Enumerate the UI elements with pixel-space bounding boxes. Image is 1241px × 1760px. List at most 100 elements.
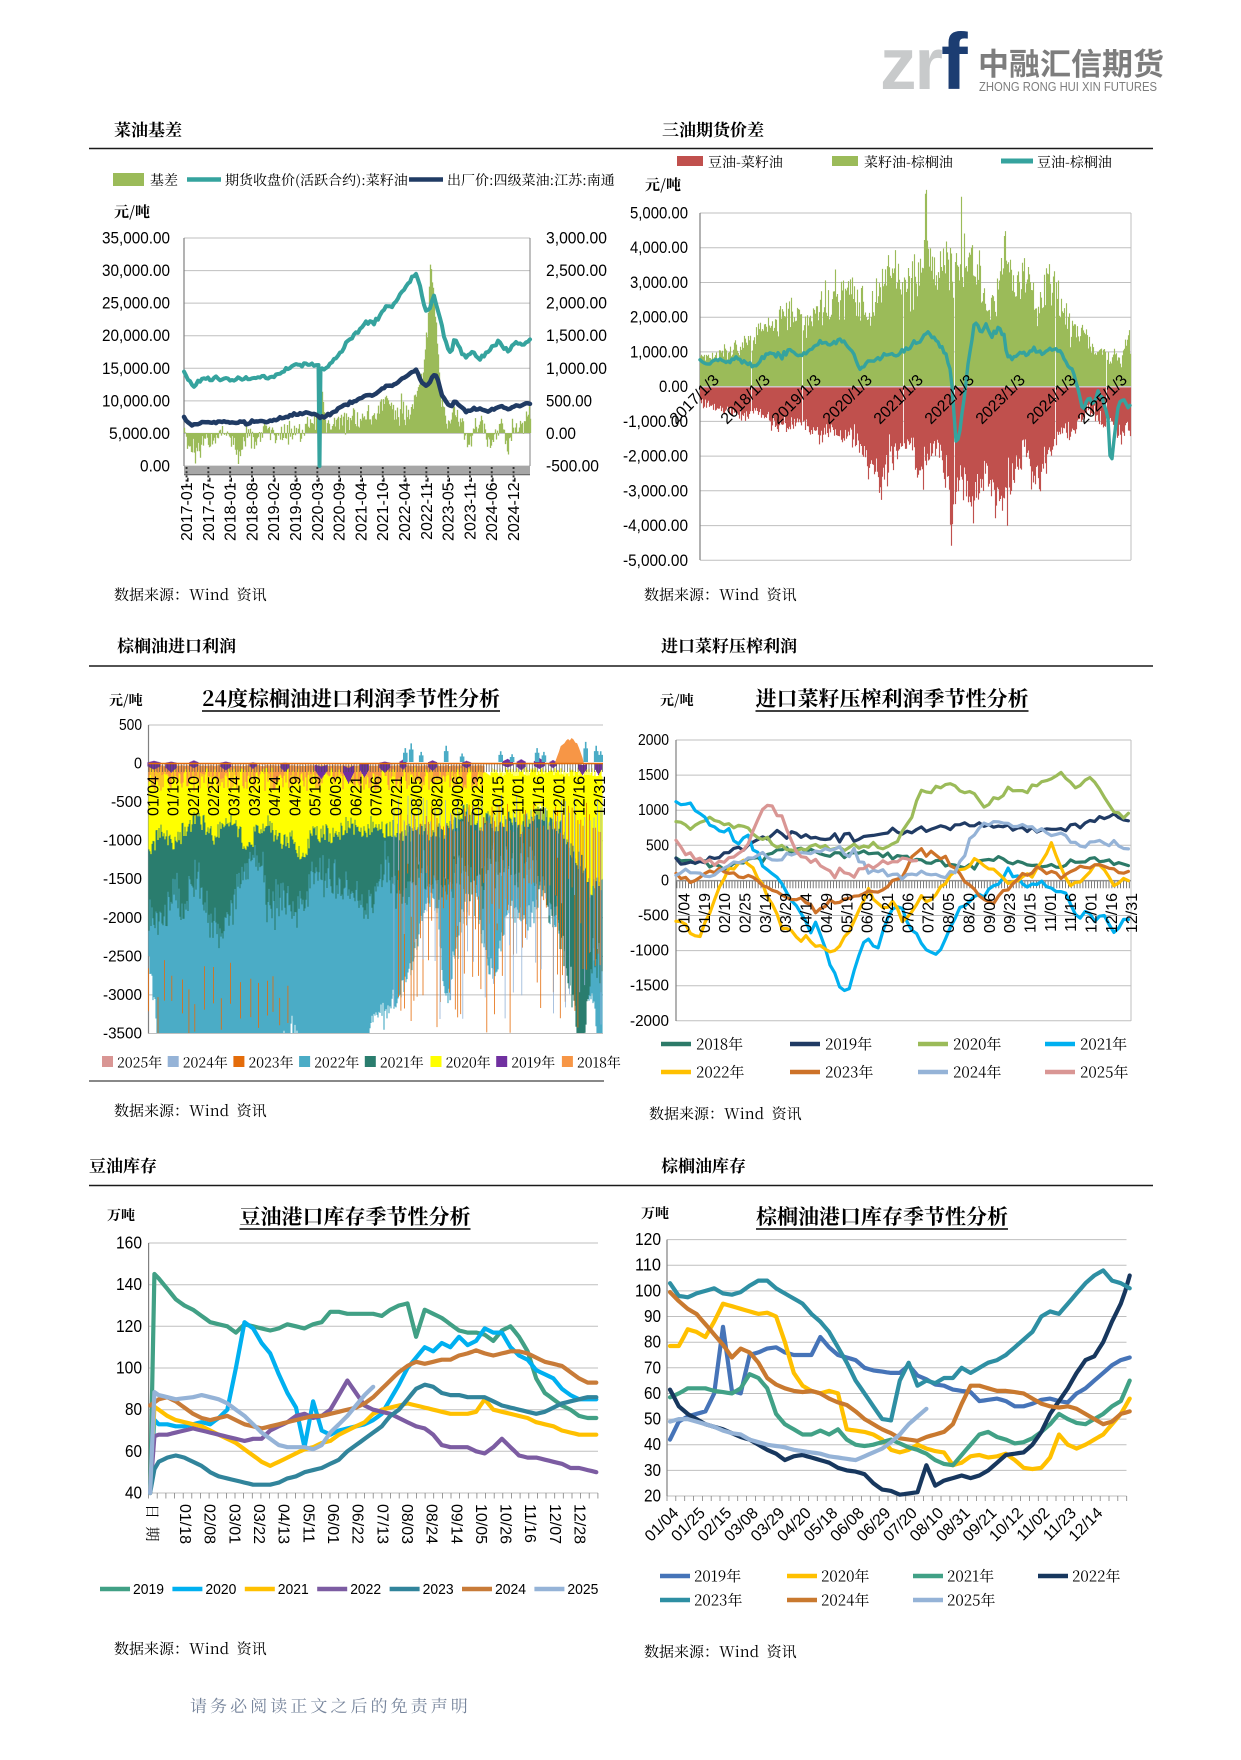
- svg-text:2017-07-: 2017-07-: [201, 477, 218, 541]
- svg-text:02/08: 02/08: [201, 1504, 218, 1544]
- svg-text:1000: 1000: [638, 802, 669, 819]
- svg-text:4,000.00: 4,000.00: [630, 238, 688, 257]
- svg-text:06/03: 06/03: [328, 776, 345, 816]
- svg-text:2025: 2025: [567, 1581, 598, 1598]
- svg-text:2022-11-: 2022-11-: [419, 477, 436, 540]
- svg-text:100: 100: [116, 1358, 142, 1378]
- svg-text:2018-01-: 2018-01-: [223, 477, 240, 541]
- svg-text:15,000.00: 15,000.00: [102, 359, 170, 378]
- svg-text:04/29: 04/29: [819, 893, 836, 933]
- svg-text:0: 0: [134, 756, 142, 773]
- svg-text:50: 50: [644, 1409, 661, 1429]
- svg-text:-5,000.00: -5,000.00: [623, 551, 688, 570]
- svg-text:07/06: 07/06: [369, 776, 386, 816]
- svg-text:04/14: 04/14: [267, 776, 284, 816]
- svg-text:07/06: 07/06: [900, 893, 917, 933]
- svg-text:30: 30: [644, 1460, 661, 1480]
- svg-text:08/05: 08/05: [941, 893, 958, 933]
- svg-text:110: 110: [635, 1255, 661, 1275]
- svg-text:ZHONG RONG HUI XIN FUTURES: ZHONG RONG HUI XIN FUTURES: [979, 79, 1157, 94]
- svg-text:2020-03-: 2020-03-: [310, 477, 327, 541]
- svg-text:2022-04-: 2022-04-: [397, 477, 414, 541]
- svg-text:2021-10-: 2021-10-: [375, 477, 392, 541]
- svg-text:12/01: 12/01: [1084, 893, 1101, 933]
- svg-text:3,000.00: 3,000.00: [546, 229, 607, 248]
- svg-text:01/19: 01/19: [697, 893, 714, 933]
- svg-text:2021-04-: 2021-04-: [353, 477, 370, 541]
- svg-text:-500: -500: [638, 908, 669, 925]
- svg-text:140: 140: [116, 1274, 142, 1294]
- svg-text:80: 80: [644, 1332, 661, 1352]
- svg-text:3,000.00: 3,000.00: [630, 273, 688, 292]
- svg-text:07/21: 07/21: [389, 776, 406, 816]
- svg-text:60: 60: [125, 1441, 142, 1461]
- svg-text:25,000.00: 25,000.00: [102, 294, 170, 313]
- svg-text:12/31: 12/31: [1124, 893, 1141, 933]
- svg-text:2021: 2021: [278, 1581, 309, 1598]
- svg-text:05/19: 05/19: [839, 893, 856, 933]
- svg-text:11/16: 11/16: [531, 776, 548, 815]
- svg-text:5,000.00: 5,000.00: [630, 204, 688, 223]
- svg-text:08/05: 08/05: [409, 776, 426, 816]
- svg-text:07/21: 07/21: [921, 893, 938, 933]
- svg-text:09/14: 09/14: [447, 1504, 464, 1544]
- svg-text:06/21: 06/21: [880, 893, 897, 933]
- svg-text:10/05: 10/05: [472, 1504, 489, 1544]
- svg-text:-500: -500: [111, 794, 142, 811]
- svg-text:-1000: -1000: [630, 943, 669, 960]
- svg-text:1,000.00: 1,000.00: [546, 359, 607, 378]
- svg-text:1,000.00: 1,000.00: [630, 342, 688, 361]
- svg-text:03/29: 03/29: [247, 776, 264, 816]
- svg-text:02/10: 02/10: [186, 776, 203, 816]
- svg-text:20: 20: [644, 1486, 661, 1506]
- svg-text:500.00: 500.00: [546, 391, 592, 410]
- svg-text:01/04: 01/04: [677, 893, 694, 933]
- svg-text:12/16: 12/16: [572, 776, 589, 816]
- svg-text:03/14: 03/14: [758, 893, 775, 933]
- svg-text:-2000: -2000: [103, 910, 142, 927]
- svg-text:-3500: -3500: [103, 1026, 142, 1043]
- svg-text:-500.00: -500.00: [546, 457, 599, 476]
- svg-text:12/07: 12/07: [546, 1504, 563, 1544]
- svg-text:06/21: 06/21: [348, 776, 365, 816]
- svg-text:2,500.00: 2,500.00: [546, 261, 607, 280]
- svg-text:04/14: 04/14: [799, 893, 816, 933]
- svg-text:2020-09-: 2020-09-: [332, 477, 349, 541]
- svg-text:10/15: 10/15: [1023, 893, 1040, 933]
- svg-text:-2,000.00: -2,000.00: [623, 447, 688, 466]
- svg-text:-3000: -3000: [103, 987, 142, 1004]
- svg-text:09/06: 09/06: [450, 776, 467, 816]
- svg-text:2023-11-: 2023-11-: [462, 477, 479, 540]
- svg-text:09/23: 09/23: [1002, 893, 1019, 933]
- svg-text:120: 120: [635, 1229, 661, 1249]
- svg-text:20,000.00: 20,000.00: [102, 326, 170, 345]
- svg-text:06/22: 06/22: [349, 1504, 366, 1544]
- svg-text:2019-08-: 2019-08-: [288, 477, 305, 541]
- svg-text:2019-02-: 2019-02-: [266, 477, 283, 541]
- svg-text:-1000: -1000: [103, 833, 142, 850]
- svg-text:120: 120: [116, 1316, 142, 1336]
- svg-text:2023: 2023: [423, 1581, 454, 1598]
- svg-text:03/14: 03/14: [227, 776, 244, 816]
- svg-text:2018-08-: 2018-08-: [244, 477, 261, 541]
- svg-text:40: 40: [125, 1483, 142, 1503]
- svg-text:500: 500: [646, 837, 669, 854]
- svg-text:2,000.00: 2,000.00: [630, 308, 688, 327]
- svg-text:0: 0: [661, 872, 669, 889]
- svg-text:09/06: 09/06: [982, 893, 999, 933]
- svg-text:-3,000.00: -3,000.00: [623, 481, 688, 500]
- svg-text:08/20: 08/20: [961, 893, 978, 933]
- svg-text:01/18: 01/18: [176, 1504, 193, 1544]
- svg-text:2020: 2020: [205, 1581, 236, 1598]
- svg-text:11/01: 11/01: [511, 776, 528, 815]
- svg-text:2023-05-: 2023-05-: [441, 477, 458, 541]
- svg-text:02/25: 02/25: [738, 893, 755, 933]
- svg-text:2022: 2022: [350, 1581, 381, 1598]
- svg-text:02/25: 02/25: [206, 776, 223, 816]
- svg-text:08/03: 08/03: [398, 1504, 415, 1544]
- svg-text:11/16: 11/16: [1063, 893, 1080, 932]
- svg-text:-1500: -1500: [103, 871, 142, 888]
- svg-text:100: 100: [635, 1280, 661, 1300]
- svg-text:-4,000.00: -4,000.00: [623, 516, 688, 535]
- svg-text:0.00: 0.00: [140, 457, 170, 476]
